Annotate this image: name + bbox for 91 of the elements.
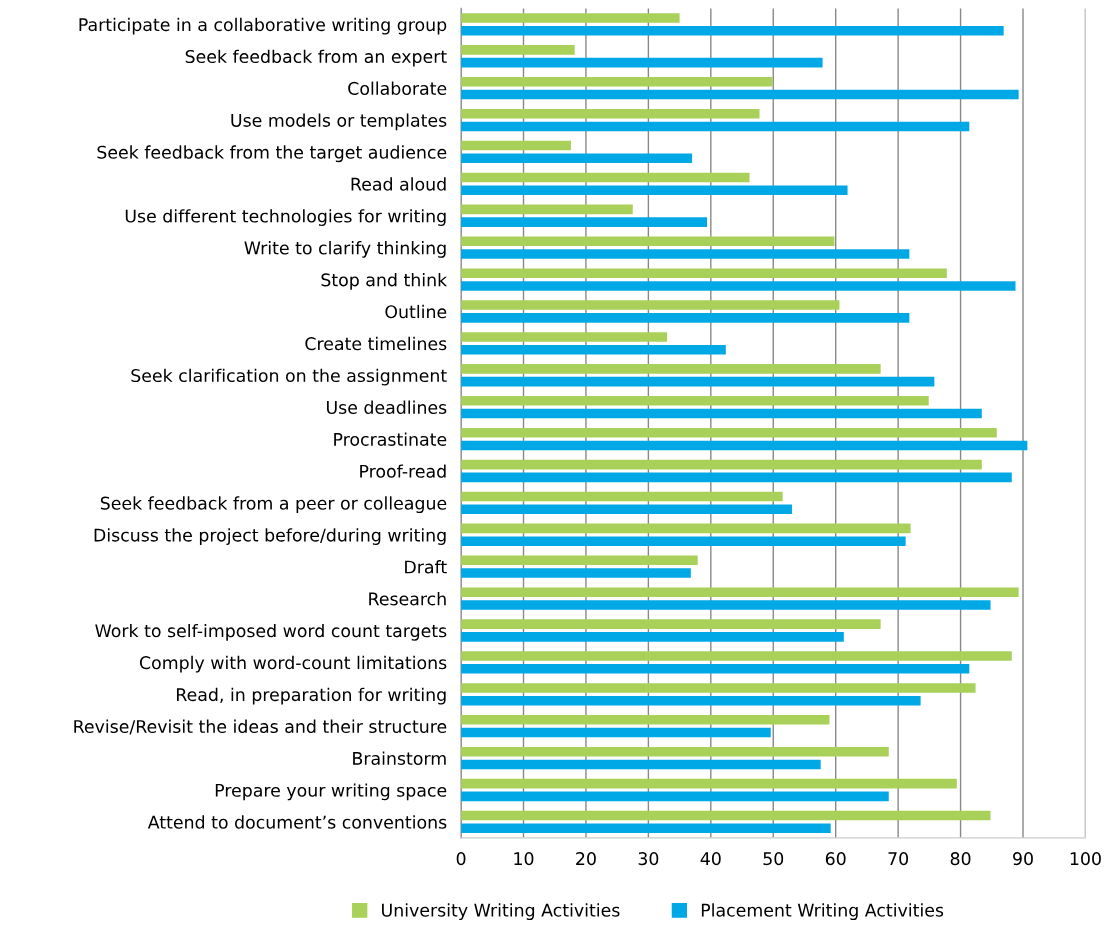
bar [461,440,1028,451]
bar [461,651,1012,661]
y-tick-label: Revise/Revisit the ideas and their structure [74,719,447,735]
bar [461,746,889,757]
bar [461,396,929,406]
y-tick-label: Seek feedback from a peer or colleague [100,496,447,514]
x-tick-label: 70 [888,852,909,866]
bar [461,536,906,546]
y-tick-label: Work to self-imposed word count targets [95,623,447,641]
y-tick-label: Attend to document’s conventions [147,815,447,829]
bar [461,140,571,151]
y-tick-label: Read aloud [351,177,446,191]
bar [461,491,783,502]
bar [461,332,668,342]
y-tick-label: Write to clarify thinking [244,241,446,258]
bar [461,664,970,674]
bar [461,76,773,87]
y-tick-label: Read, in preparation for writing [177,687,446,705]
bar [461,57,823,68]
bar [461,344,726,355]
bar [461,25,1004,36]
bar [461,683,976,693]
bar [461,249,910,259]
y-tick-label: Seek feedback from an expert [185,49,447,67]
bar [461,121,970,132]
bar [461,364,881,374]
x-tick-label: 10 [514,852,534,866]
bar [461,13,680,23]
bar [461,236,835,247]
bar [461,523,911,534]
x-tick-label: 20 [576,852,596,866]
x-tick-label: 30 [638,852,659,866]
x-tick-label: 40 [700,852,721,866]
bar [461,555,698,566]
y-tick-label: Outline [385,304,447,319]
y-tick-label: Use different technologies for writing [125,209,446,226]
y-tick-label: Discuss the project before/during writing [94,528,446,545]
bar [461,281,1016,291]
y-tick-label: Draft [405,560,447,574]
y-tick-label: Brainstorm [353,751,446,765]
bar [461,268,947,278]
bar [461,791,889,802]
y-tick-label: Seek feedback from the target audience [97,145,447,163]
bar [461,313,910,323]
bar [461,810,991,821]
bar [461,600,991,610]
x-tick-label: 90 [1013,852,1033,866]
bar [461,89,1019,100]
y-tick-label: Use deadlines [326,400,447,415]
bar [461,715,830,725]
bar [461,217,708,227]
y-tick-label: Participate in a collaborative writing group [79,17,447,35]
bar [461,619,881,629]
x-tick-label: 60 [825,852,846,866]
bar [461,45,575,55]
y-tick-label: Prepare your writing space [215,783,447,801]
bar [461,504,792,515]
bar [461,472,1012,483]
bar [461,632,844,642]
y-tick-label: Research [369,592,446,606]
x-tick-label: 0 [456,852,466,866]
y-tick-label: Stop and think [321,272,448,290]
bar [461,300,840,310]
x-tick-label: 100 [1070,852,1101,866]
bar [461,185,848,196]
y-tick-label: Comply with word-count limitations [139,655,447,673]
y-tick-label: Procrastinate [334,432,447,446]
bar [461,759,821,770]
bar [461,376,935,387]
bar [461,778,957,789]
bar [461,727,771,738]
legend-label: University Writing Activities [382,903,620,921]
y-tick-label: Seek clarification on the assignment [131,368,447,386]
y-tick-label: Use models or templates [231,113,447,131]
bar [461,108,760,119]
bar [461,153,693,164]
y-tick-label: Collaborate [348,81,447,95]
legend-label: Placement Writing Activities [701,903,944,921]
bar [461,408,982,419]
x-tick-label: 50 [763,852,784,866]
bar [461,459,982,470]
bar [461,568,691,578]
bar [461,204,633,215]
x-tick-label: 80 [950,852,971,866]
y-tick-label: Create timelines [305,336,447,351]
bar [461,427,997,438]
bar [461,587,1019,597]
bar [461,695,921,706]
bar [461,172,750,183]
y-tick-label: Proof-read [360,464,446,478]
bar [461,823,831,834]
